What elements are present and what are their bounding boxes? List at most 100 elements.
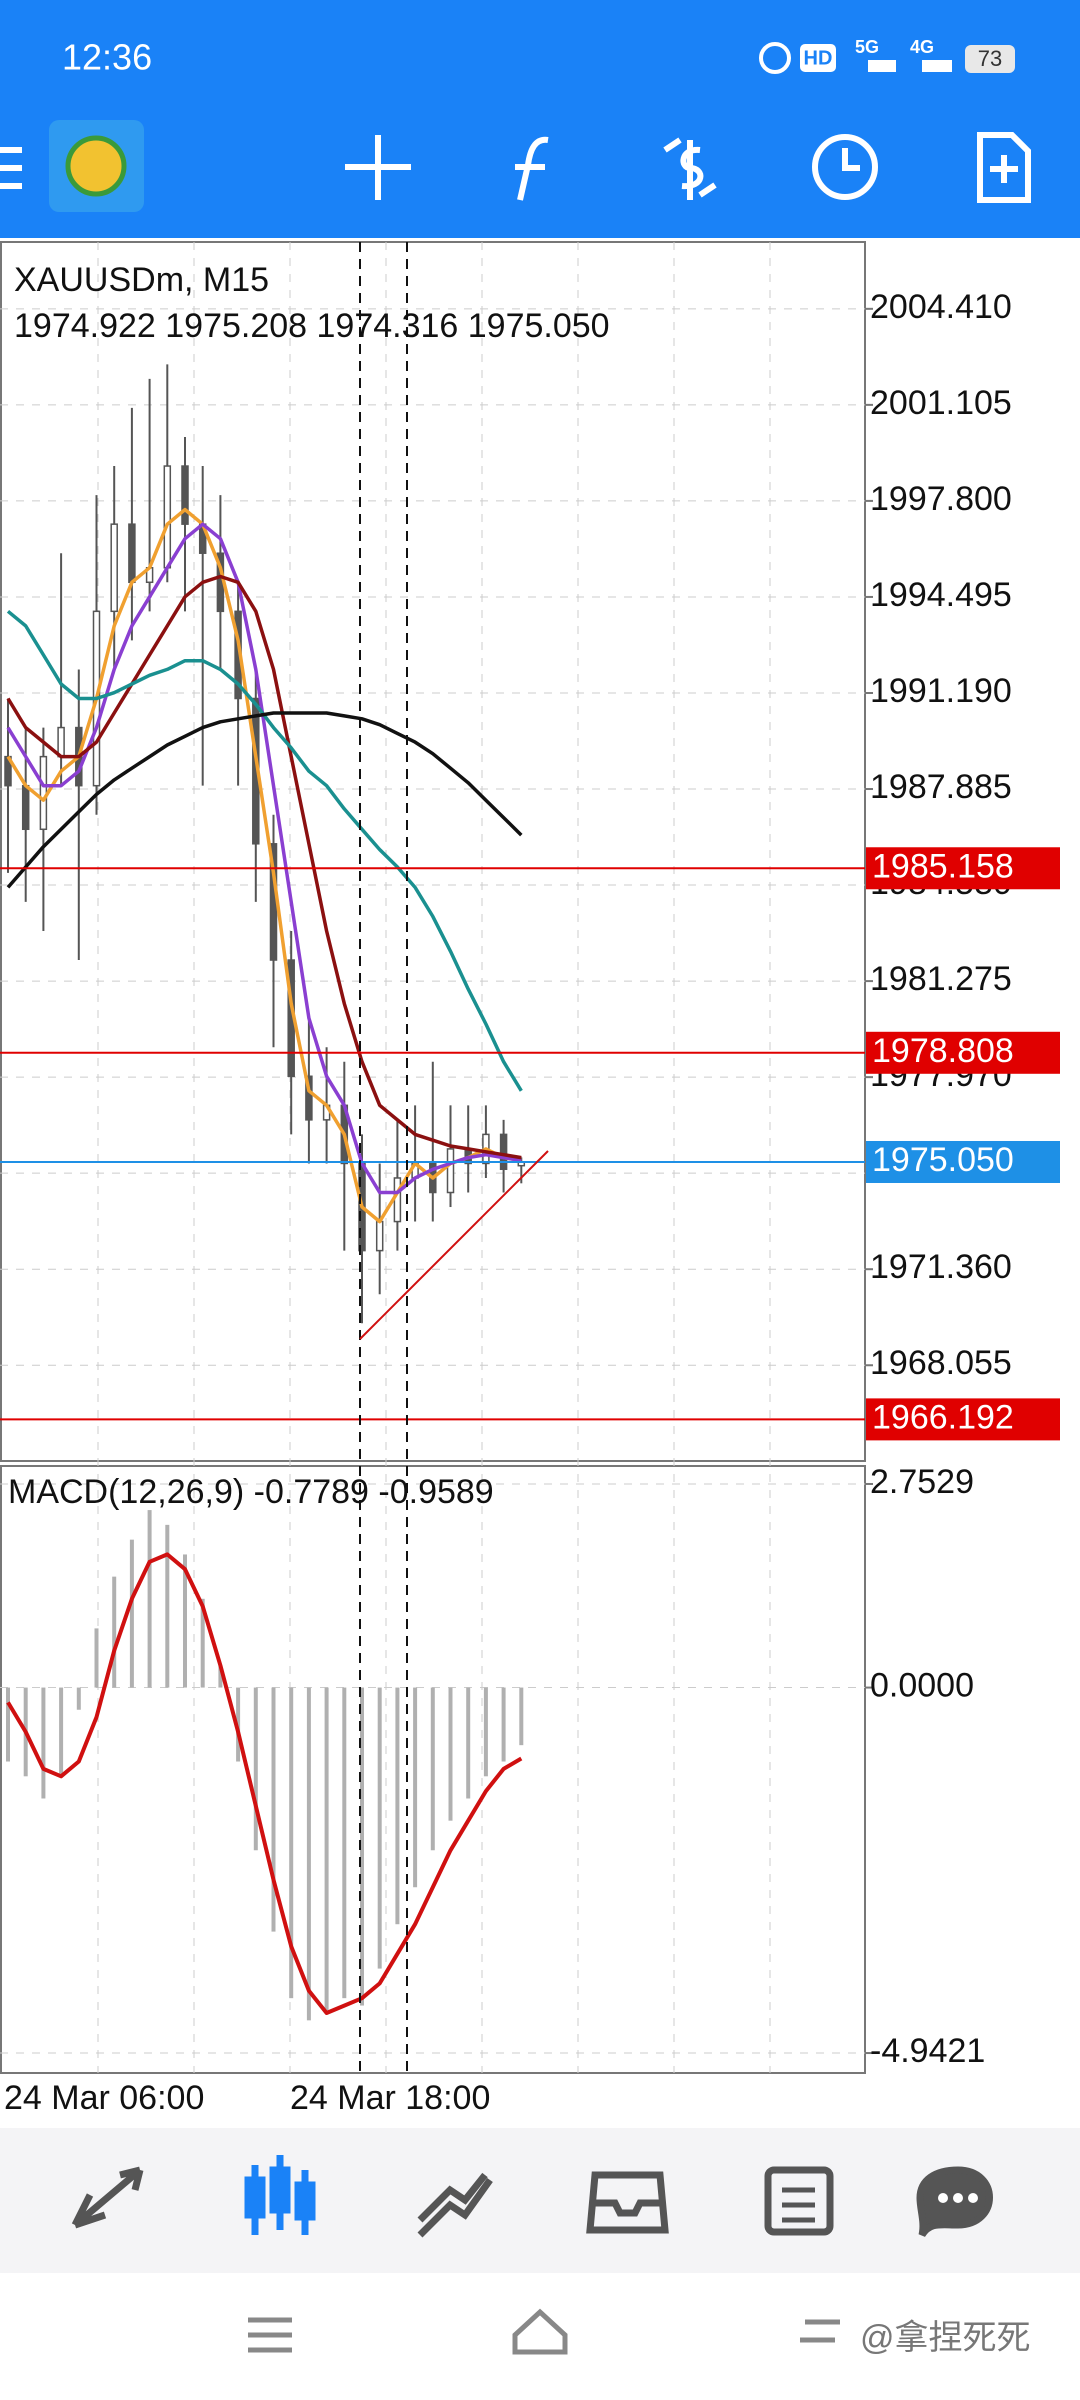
y-tick-label: 0.0000 bbox=[870, 1667, 974, 1705]
candle-body bbox=[393, 1177, 402, 1223]
y-tick-label: 1997.800 bbox=[870, 480, 1012, 518]
status-time: 12:36 bbox=[62, 37, 152, 78]
menu-button[interactable] bbox=[0, 147, 22, 189]
price-level-box bbox=[866, 1031, 1060, 1074]
macd-title: MACD(12,26,9) -0.7789 -0.9589 bbox=[8, 1473, 494, 1511]
candle-body bbox=[39, 755, 48, 831]
trade-button[interactable] bbox=[663, 137, 717, 200]
chat-dot bbox=[938, 2193, 948, 2203]
indicator-line bbox=[6, 574, 522, 1160]
macd-bar bbox=[377, 1687, 382, 1969]
hd-label: HD bbox=[804, 47, 833, 69]
vertical-grid bbox=[97, 242, 771, 2073]
indicators-button[interactable] bbox=[515, 136, 549, 201]
macd-bar bbox=[129, 1539, 134, 1688]
toolbar bbox=[0, 120, 1031, 212]
chat-dot bbox=[968, 2193, 978, 2203]
nav-bar bbox=[0, 2273, 1080, 2400]
price-level-label: 1966.192 bbox=[872, 1398, 1014, 1436]
price-level-label: 1975.050 bbox=[872, 1141, 1014, 1179]
price-level-label: 1985.158 bbox=[872, 847, 1014, 885]
period-button[interactable] bbox=[812, 134, 878, 200]
symbol-title: XAUUSDm, M15 bbox=[14, 261, 269, 299]
y-tick-label: 1994.495 bbox=[870, 576, 1012, 614]
indicator-line bbox=[6, 507, 522, 1224]
signal-bars bbox=[868, 60, 896, 72]
macd-bar bbox=[342, 1687, 347, 1999]
candle-body bbox=[21, 784, 30, 831]
y-tick-label: 2001.105 bbox=[870, 384, 1012, 422]
nav-menu[interactable] bbox=[248, 2317, 292, 2353]
trendline bbox=[359, 1150, 549, 1340]
indicator-line bbox=[6, 711, 523, 889]
x-axis-label: 24 Mar 18:00 bbox=[290, 2079, 490, 2117]
macd-bar bbox=[413, 1687, 418, 1888]
candle-body bbox=[446, 1148, 455, 1194]
macd-bar bbox=[306, 1687, 311, 2021]
nav-home[interactable] bbox=[512, 2308, 568, 2355]
indicator-line bbox=[6, 522, 522, 1195]
nav-back[interactable] bbox=[800, 2319, 840, 2343]
macd-bar bbox=[501, 1687, 506, 1762]
macd-bar bbox=[112, 1576, 117, 1688]
candle-body bbox=[57, 726, 65, 758]
trade-tab[interactable] bbox=[417, 2172, 493, 2238]
y-tick-label: 1991.190 bbox=[870, 672, 1012, 710]
macd-bar bbox=[289, 1687, 294, 1999]
y-tick-label: 1987.885 bbox=[870, 768, 1012, 806]
macd-bar bbox=[395, 1687, 400, 1925]
chart-layer: 2004.410 2001.105 1997.800 1994.495 1991.190… bbox=[0, 288, 1060, 2070]
macd-bar bbox=[59, 1687, 64, 1777]
macd-bar bbox=[430, 1687, 435, 1851]
battery-level: 73 bbox=[978, 46, 1002, 71]
macd-bar bbox=[448, 1687, 453, 1821]
chat-tab[interactable] bbox=[916, 2166, 993, 2238]
crosshair-button[interactable] bbox=[345, 135, 411, 200]
new-order-button[interactable] bbox=[977, 132, 1031, 203]
macd-bar bbox=[165, 1524, 170, 1688]
history-tab[interactable] bbox=[586, 2171, 669, 2234]
quotes-tab[interactable] bbox=[71, 2166, 144, 2229]
macd-bar bbox=[253, 1687, 258, 1851]
tab-bar bbox=[0, 2128, 1080, 2273]
y-tick-label: 1971.360 bbox=[870, 1248, 1012, 1286]
y-tick-label: 2004.410 bbox=[870, 288, 1012, 326]
price-level-box bbox=[866, 847, 1060, 890]
macd-bar bbox=[147, 1510, 152, 1688]
macd-bar bbox=[519, 1687, 524, 1746]
candle-body bbox=[110, 523, 118, 613]
candle-body bbox=[163, 465, 172, 569]
candle-body bbox=[305, 1075, 313, 1121]
battery bbox=[965, 45, 1015, 73]
watermark: @拿捏死死 bbox=[860, 2319, 1031, 2357]
candle-body bbox=[128, 523, 136, 584]
candle-body bbox=[181, 465, 189, 525]
chat-dot bbox=[953, 2193, 963, 2203]
ohlc-text: 1974.922 1975.208 1974.316 1975.050 bbox=[14, 307, 610, 345]
macd-bar bbox=[466, 1687, 471, 1799]
alarm-icon bbox=[759, 42, 791, 74]
macd-bar bbox=[483, 1687, 488, 1777]
y-tick-label: 1981.275 bbox=[870, 960, 1012, 998]
news-lines bbox=[782, 2187, 815, 2223]
macd-bar bbox=[76, 1687, 81, 1710]
macd-bar bbox=[218, 1665, 223, 1688]
y-tick-label: -4.9421 bbox=[870, 2032, 985, 2070]
top-bar bbox=[0, 0, 1080, 238]
network-label: 4G bbox=[910, 37, 934, 57]
macd-bar bbox=[6, 1687, 10, 1762]
status-icons: HD 5G 4G 73 bbox=[759, 37, 1015, 74]
macd-bar bbox=[183, 1554, 187, 1688]
y-tick-label: 1968.055 bbox=[870, 1344, 1012, 1382]
price-pane bbox=[0, 241, 866, 1462]
indicator-line bbox=[6, 1552, 523, 2015]
chart-tab[interactable] bbox=[244, 2155, 316, 2235]
macd-bar bbox=[271, 1687, 276, 1932]
network-label: 5G bbox=[855, 37, 879, 57]
period-hands bbox=[842, 148, 860, 171]
news-tab[interactable] bbox=[764, 2166, 834, 2236]
app-logo-mark bbox=[65, 135, 127, 197]
candle-body bbox=[499, 1133, 508, 1171]
